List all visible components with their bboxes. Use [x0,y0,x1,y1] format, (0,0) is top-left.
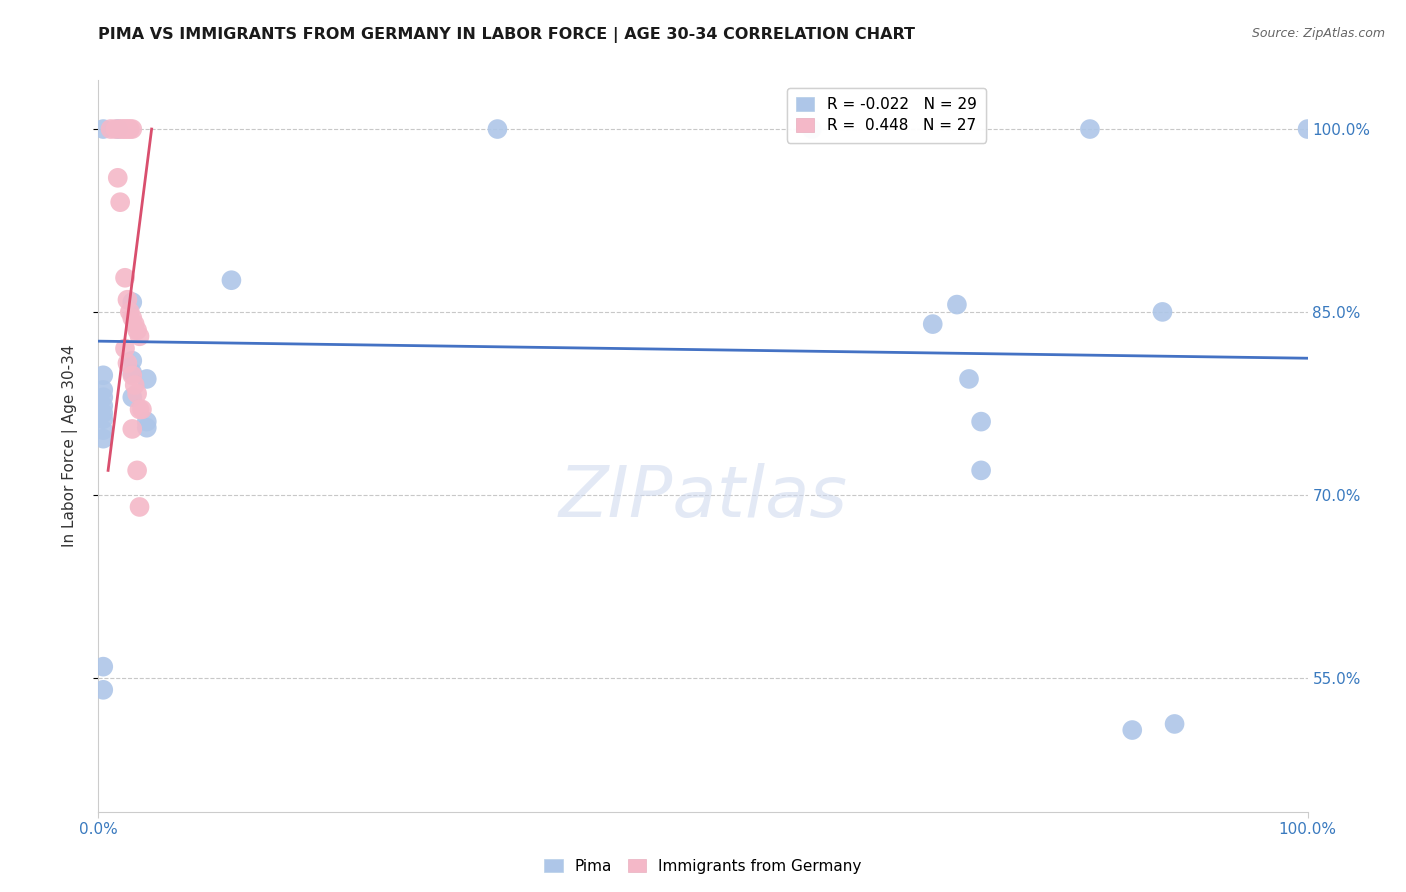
Point [111,122,134,136]
Point [91,406,114,420]
Point [91,383,114,397]
Point [1121,723,1143,737]
Point [128,500,150,514]
Point [135,372,157,386]
Text: Source: ZipAtlas.com: Source: ZipAtlas.com [1251,27,1385,40]
Point [108,195,131,210]
Point [107,122,129,136]
Point [946,297,969,311]
Point [114,342,136,356]
Point [114,122,136,136]
Point [114,270,136,285]
Point [127,386,149,401]
Point [118,305,141,319]
Point [91,659,114,673]
Point [127,323,149,337]
Point [121,122,143,136]
Point [117,356,139,370]
Point [1152,305,1174,319]
Point [921,317,943,331]
Point [124,378,146,392]
Point [1078,122,1101,136]
Point [131,402,153,417]
Point [91,390,114,404]
Point [117,293,139,307]
Point [135,421,157,435]
Point [104,122,127,136]
Point [127,463,149,477]
Point [121,422,143,436]
Point [100,122,122,136]
Legend: Pima, Immigrants from Germany: Pima, Immigrants from Germany [538,853,868,880]
Point [91,432,114,446]
Point [91,412,114,426]
Point [121,311,143,326]
Point [486,122,509,136]
Point [800,122,823,136]
Point [1163,717,1185,731]
Point [128,329,150,343]
Point [128,402,150,417]
Point [91,423,114,437]
Point [221,273,243,287]
Point [1296,122,1319,136]
Point [107,170,129,185]
Point [124,317,146,331]
Text: ZIPatlas: ZIPatlas [558,463,848,532]
Point [118,122,141,136]
Point [121,366,143,380]
Point [121,295,143,310]
Text: PIMA VS IMMIGRANTS FROM GERMANY IN LABOR FORCE | AGE 30-34 CORRELATION CHART: PIMA VS IMMIGRANTS FROM GERMANY IN LABOR… [98,27,915,43]
Point [957,372,980,386]
Point [117,122,139,136]
Point [121,368,143,383]
Point [970,463,993,477]
Legend: R = -0.022   N = 29, R =  0.448   N = 27: R = -0.022 N = 29, R = 0.448 N = 27 [787,88,986,143]
Point [91,399,114,413]
Point [121,353,143,368]
Point [108,122,131,136]
Point [91,368,114,383]
Y-axis label: In Labor Force | Age 30-34: In Labor Force | Age 30-34 [62,344,77,548]
Point [91,682,114,697]
Point [91,122,114,136]
Point [135,415,157,429]
Point [970,415,993,429]
Point [121,390,143,404]
